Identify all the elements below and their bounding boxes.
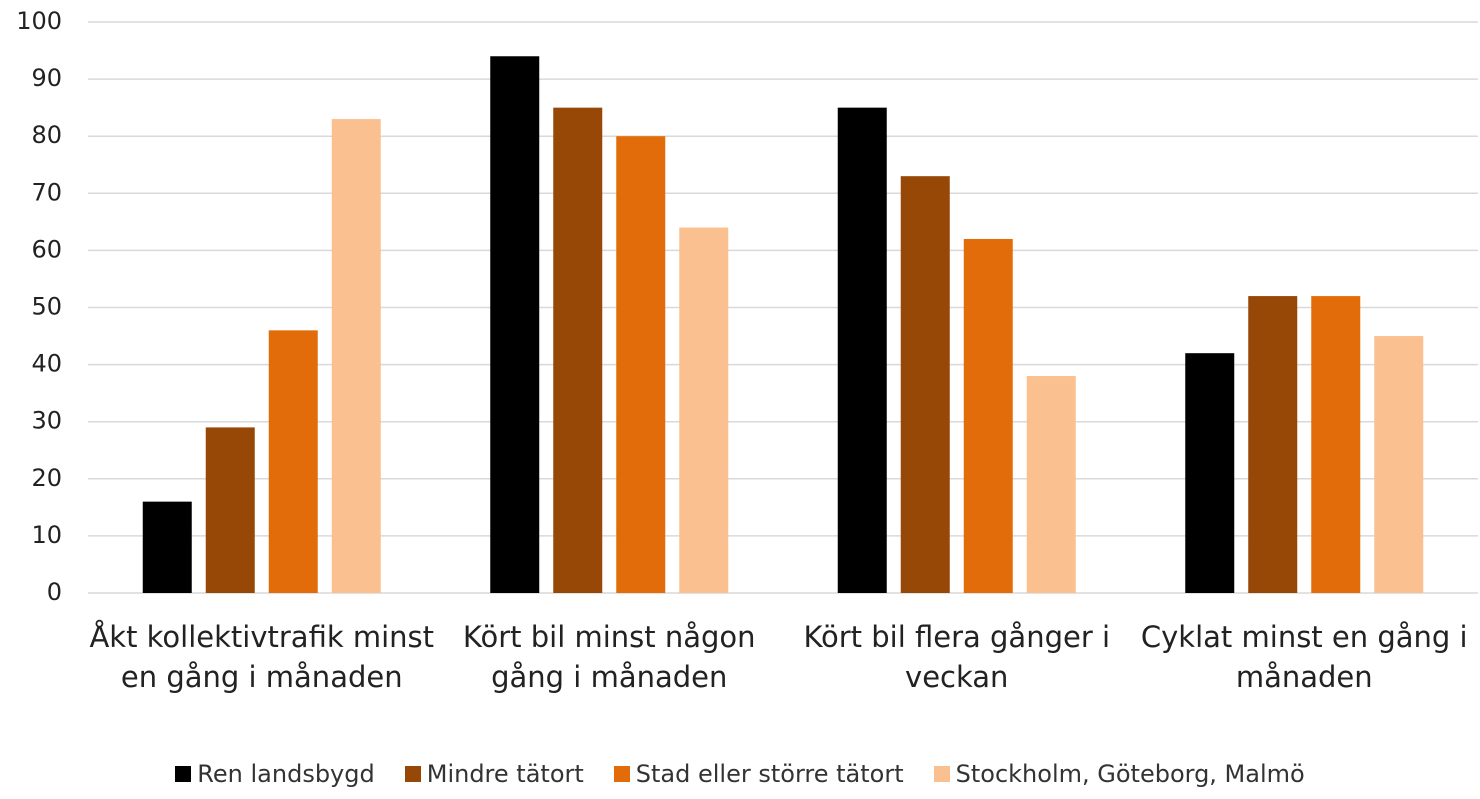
legend-label: Stockholm, Göteborg, Malmö: [955, 760, 1305, 788]
bar: [205, 427, 255, 593]
y-tick-label: 30: [31, 407, 62, 435]
y-tick-label: 10: [31, 521, 62, 549]
y-tick-label: 20: [31, 464, 62, 492]
legend-label: Ren landsbygd: [197, 760, 375, 788]
bar: [1026, 376, 1076, 593]
legend: Ren landsbygd Mindre tätort Stad eller stö…: [0, 760, 1480, 788]
bar: [837, 107, 887, 594]
bar: [490, 56, 540, 593]
legend-swatch: [613, 766, 630, 782]
bar: [1311, 296, 1361, 593]
bar: [1185, 353, 1235, 593]
y-tick-label: 90: [31, 64, 62, 92]
bar: [1248, 296, 1298, 593]
bar: [616, 136, 666, 593]
y-tick-label: 70: [31, 178, 62, 206]
legend-swatch: [404, 766, 421, 782]
bar: [900, 176, 950, 594]
y-tick-label: 50: [31, 293, 62, 321]
bar: [963, 238, 1013, 594]
y-tick-label: 100: [16, 7, 62, 35]
legend-item: Mindre tätort: [404, 760, 584, 788]
legend-item: Stockholm, Göteborg, Malmö: [933, 760, 1305, 788]
x-tick-label: Kört bil flera gånger i veckan: [803, 620, 1111, 694]
bar: [1374, 336, 1424, 593]
bar: [331, 119, 381, 593]
y-tick-label: 60: [31, 235, 62, 263]
x-tick-label: Kört bil minst någon gång i månaden: [462, 620, 756, 694]
legend-item: Stad eller större tätort: [613, 760, 904, 788]
bar: [553, 107, 603, 594]
legend-item: Ren landsbygd: [175, 760, 375, 788]
y-tick-label: 80: [31, 121, 62, 149]
x-tick-label: Cyklat minst en gång i månaden: [1140, 620, 1468, 694]
legend-swatch: [175, 766, 192, 782]
legend-swatch: [933, 766, 950, 782]
legend-label: Stad eller större tätort: [635, 760, 904, 788]
bar: [679, 227, 729, 593]
bar: [142, 501, 192, 593]
bar: [268, 330, 318, 593]
y-tick-label: 40: [31, 350, 62, 378]
x-tick-label: Åkt kollektivtrafik minst en gång i måna…: [89, 620, 435, 694]
legend-label: Mindre tätort: [426, 760, 584, 788]
y-tick-label: 0: [47, 578, 62, 606]
